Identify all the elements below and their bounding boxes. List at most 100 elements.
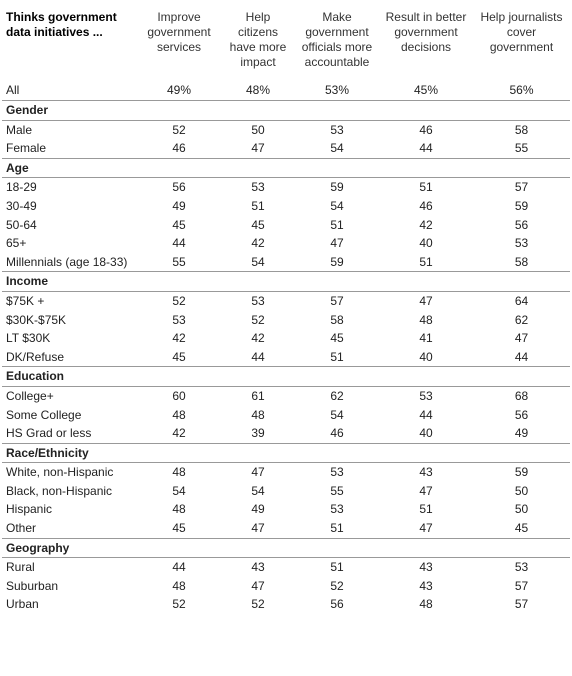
cell-value: 53 — [419, 388, 433, 403]
section-row: Income — [2, 271, 570, 292]
cell-value: 49 — [514, 426, 529, 441]
cell-value: 48 — [251, 407, 265, 422]
column-header: Improve government services — [147, 10, 211, 54]
cell-value: 42 — [172, 426, 186, 441]
cell-value: 47 — [251, 578, 265, 593]
cell-value: 54 — [330, 141, 344, 156]
cell-value: 56 — [330, 597, 344, 612]
cell-value: 44 — [419, 407, 433, 422]
section-row: Age — [2, 157, 570, 179]
cell-value: 54 — [172, 483, 186, 498]
row-label: 65+ — [6, 236, 27, 251]
row-label: Suburban — [6, 578, 59, 593]
data-row: Black, non-Hispanic 54 54 55 47 50 — [2, 482, 570, 501]
cell-value: 61 — [251, 388, 265, 403]
section-title: Education — [2, 366, 570, 387]
cell-value: 45 — [172, 217, 186, 232]
cell-value: 49 — [172, 198, 186, 213]
row-label: Female — [6, 141, 47, 156]
cell-value: 47 — [419, 521, 433, 536]
cell-value: 53 — [330, 465, 344, 480]
data-row: Female 46 47 54 44 55 — [2, 139, 570, 158]
cell-value: 62 — [514, 312, 529, 327]
cell-value: 42 — [419, 217, 433, 232]
row-label: Male — [6, 122, 33, 137]
row-label: Hispanic — [6, 502, 53, 517]
cell-value: 55 — [330, 483, 344, 498]
cell-value: 47 — [251, 521, 265, 536]
data-row: 65+ 44 42 47 40 53 — [2, 234, 570, 253]
row-label: Millennials (age 18-33) — [6, 254, 128, 269]
cell-value: 60 — [172, 388, 186, 403]
data-row: Urban 52 52 56 48 57 — [2, 595, 570, 614]
cell-value: 47 — [419, 483, 433, 498]
cell-value: 53 — [514, 236, 529, 251]
data-row: 18-29 56 53 59 51 57 — [2, 178, 570, 197]
row-label: $75K + — [6, 293, 45, 308]
data-row: Millennials (age 18-33) 55 54 59 51 58 — [2, 253, 570, 272]
cell-value: 64 — [514, 293, 529, 308]
cell-value: 49% — [166, 82, 192, 97]
cell-value: 48% — [245, 82, 271, 97]
cell-value: 68 — [514, 388, 529, 403]
section-title: Gender — [2, 100, 570, 121]
cell-value: 44 — [172, 560, 186, 575]
cell-value: 49 — [251, 502, 265, 517]
cell-value: 50 — [514, 483, 529, 498]
section-row: Geography — [2, 537, 570, 559]
cell-value: 59 — [514, 198, 529, 213]
cell-value: 57 — [330, 293, 344, 308]
cell-value: 45 — [514, 521, 529, 536]
column-header: Help journalists cover government — [480, 10, 563, 54]
cell-value: 44 — [514, 349, 529, 364]
cell-value: 51 — [419, 254, 433, 269]
cell-value: 54 — [251, 483, 265, 498]
data-row: Other 45 47 51 47 45 — [2, 519, 570, 538]
cell-value: 57 — [514, 180, 529, 195]
cell-value: 62 — [330, 388, 344, 403]
cell-value: 48 — [419, 597, 433, 612]
section-row: Education — [2, 366, 570, 387]
row-label: Rural — [6, 560, 35, 575]
cell-value: 48 — [172, 407, 186, 422]
header-row: Thinks government data initiatives ... Im… — [2, 2, 570, 80]
cell-value: 47 — [330, 236, 344, 251]
cell-value: 46 — [330, 426, 344, 441]
cell-value: 54 — [330, 198, 344, 213]
section-title: Geography — [2, 537, 570, 559]
data-row: HS Grad or less 42 39 46 40 49 — [2, 424, 570, 443]
row-label: College+ — [6, 388, 54, 403]
cell-value: 48 — [172, 502, 186, 517]
cell-value: 43 — [251, 560, 265, 575]
cell-value: 44 — [419, 141, 433, 156]
data-row: $30K-$75K 53 52 58 48 62 — [2, 311, 570, 330]
cell-value: 52 — [330, 578, 344, 593]
cell-value: 58 — [514, 254, 529, 269]
row-label: Black, non-Hispanic — [6, 483, 113, 498]
cell-value: 45 — [251, 217, 265, 232]
data-row: College+ 60 61 62 53 68 — [2, 386, 570, 405]
data-row: Male 52 50 53 46 58 — [2, 120, 570, 139]
cell-value: 56 — [514, 217, 529, 232]
cell-value: 58 — [330, 312, 344, 327]
row-label: 50-64 — [6, 217, 37, 232]
cell-value: 50 — [251, 122, 265, 137]
data-row: Rural 44 43 51 43 53 — [2, 558, 570, 577]
cell-value: 57 — [514, 597, 529, 612]
cell-value: 45% — [413, 82, 439, 97]
all-row: All 49% 48% 53% 45% 56% — [2, 80, 570, 101]
cell-value: 41 — [419, 331, 433, 346]
cell-value: 59 — [330, 254, 344, 269]
data-row: White, non-Hispanic 48 47 53 43 59 — [2, 463, 570, 482]
corner-label: Thinks government data initiatives ... — [6, 10, 117, 39]
data-row: 30-49 49 51 54 46 59 — [2, 197, 570, 216]
cell-value: 52 — [251, 312, 265, 327]
cell-value: 51 — [251, 198, 265, 213]
cell-value: 39 — [251, 426, 265, 441]
cell-value: 45 — [330, 331, 344, 346]
cell-value: 53 — [251, 180, 265, 195]
data-row: 50-64 45 45 51 42 56 — [2, 216, 570, 235]
cell-value: 42 — [251, 236, 265, 251]
